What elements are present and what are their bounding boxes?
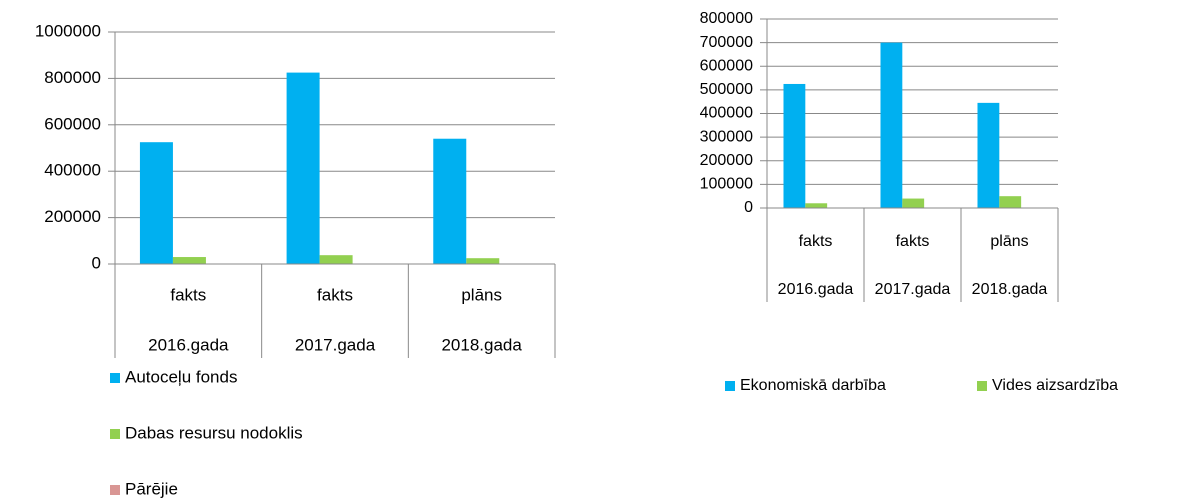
y-tick-label: 400000 — [44, 161, 101, 180]
y-tick-label: 0 — [92, 253, 101, 272]
bar — [977, 102, 1000, 208]
y-tick-label: 500000 — [700, 81, 753, 98]
bar — [902, 198, 925, 208]
bar — [466, 258, 500, 264]
legend-label: Pārējie — [125, 479, 178, 498]
y-tick-label: 800000 — [700, 10, 753, 27]
legend-swatch — [110, 485, 120, 495]
legend-label: Vides aizsardzība — [992, 377, 1118, 394]
x-tick-label: plāns — [461, 285, 502, 304]
bar — [880, 42, 903, 208]
y-tick-label: 200000 — [44, 207, 101, 226]
x-group-label: 2017.gada — [295, 335, 376, 354]
x-group-label: 2016.gada — [778, 281, 854, 298]
bar — [172, 257, 206, 264]
legend-swatch — [977, 381, 987, 391]
legend-label: Dabas resursu nodoklis — [125, 423, 303, 442]
y-tick-label: 800000 — [44, 68, 101, 87]
x-tick-label: fakts — [799, 233, 833, 250]
bar — [139, 142, 173, 264]
y-tick-label: 600000 — [700, 57, 753, 74]
y-tick-label: 300000 — [700, 128, 753, 145]
y-tick-label: 1000000 — [35, 21, 101, 40]
y-tick-label: 0 — [744, 199, 753, 216]
bar — [286, 72, 320, 264]
legend-swatch — [110, 429, 120, 439]
bar — [433, 138, 467, 264]
x-group-label: 2018.gada — [441, 335, 522, 354]
y-tick-label: 400000 — [700, 105, 753, 122]
y-tick-label: 100000 — [700, 176, 753, 193]
x-tick-label: plāns — [990, 233, 1028, 250]
bar — [319, 255, 353, 264]
x-tick-label: fakts — [170, 285, 206, 304]
legend-label: Autoceļu fonds — [125, 367, 237, 386]
y-tick-label: 600000 — [44, 114, 101, 133]
x-tick-label: fakts — [896, 233, 930, 250]
y-tick-label: 200000 — [700, 152, 753, 169]
y-tick-label: 700000 — [700, 34, 753, 51]
x-group-label: 2016.gada — [148, 335, 229, 354]
bar — [805, 203, 828, 208]
x-group-label: 2017.gada — [875, 281, 951, 298]
legend-swatch — [110, 373, 120, 383]
bar — [999, 196, 1022, 208]
legend-swatch — [725, 381, 735, 391]
bar — [783, 83, 806, 208]
x-group-label: 2018.gada — [972, 281, 1048, 298]
x-tick-label: fakts — [317, 285, 353, 304]
legend-label: Ekonomiskā darbība — [740, 377, 886, 394]
